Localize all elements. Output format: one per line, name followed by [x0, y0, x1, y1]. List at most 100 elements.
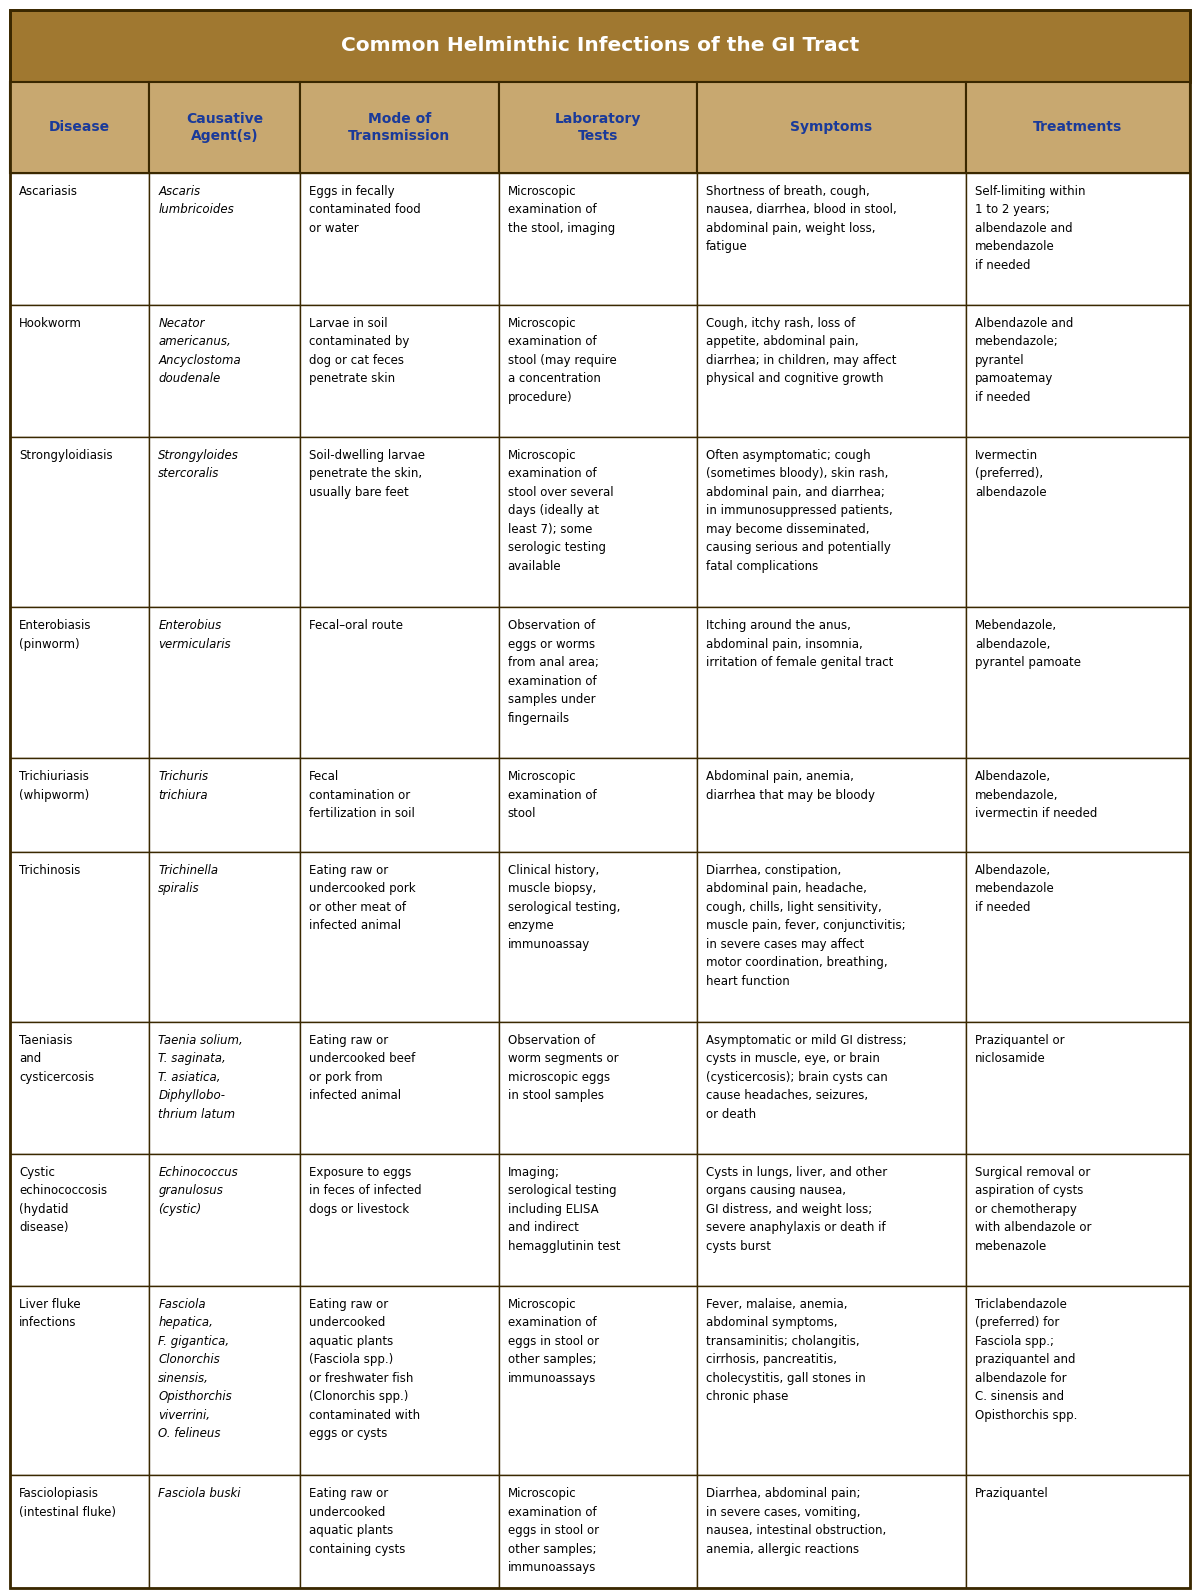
Bar: [498, 1475, 697, 1588]
Text: Echinococcus
granulosus
(cystic): Echinococcus granulosus (cystic): [158, 1166, 238, 1215]
Text: Fecal–oral route: Fecal–oral route: [310, 620, 403, 632]
Bar: [10, 304, 149, 436]
Text: Albendazole and
mebendazole;
pyrantel
pamoatemay
if needed: Albendazole and mebendazole; pyrantel pa…: [974, 317, 1073, 403]
Text: Strongyloidiasis: Strongyloidiasis: [19, 449, 113, 462]
Text: Abdominal pain, anemia,
diarrhea that may be bloody: Abdominal pain, anemia, diarrhea that ma…: [706, 769, 875, 801]
Text: Trichuris
trichiura: Trichuris trichiura: [158, 769, 209, 801]
Bar: [498, 174, 697, 304]
Bar: [498, 1023, 697, 1153]
Text: Ascaris
lumbricoides: Ascaris lumbricoides: [158, 185, 234, 217]
Bar: [300, 174, 498, 304]
Text: Liver fluke
infections: Liver fluke infections: [19, 1298, 80, 1329]
Text: Ivermectin
(preferred),
albendazole: Ivermectin (preferred), albendazole: [974, 449, 1046, 499]
Bar: [697, 1286, 966, 1475]
Text: Microscopic
examination of
eggs in stool or
other samples;
immunoassays: Microscopic examination of eggs in stool…: [508, 1298, 599, 1384]
Text: Trichinosis: Trichinosis: [19, 863, 80, 876]
Bar: [966, 852, 1190, 1023]
Bar: [697, 436, 966, 607]
Text: Surgical removal or
aspiration of cysts
or chemotherapy
with albendazole or
mebe: Surgical removal or aspiration of cysts …: [974, 1166, 1091, 1252]
Text: Shortness of breath, cough,
nausea, diarrhea, blood in stool,
abdominal pain, we: Shortness of breath, cough, nausea, diar…: [706, 185, 896, 253]
Text: Mebendazole,
albendazole,
pyrantel pamoate: Mebendazole, albendazole, pyrantel pamoa…: [974, 620, 1081, 669]
Bar: [697, 852, 966, 1023]
Bar: [697, 607, 966, 758]
Bar: [10, 436, 149, 607]
Text: Observation of
worm segments or
microscopic eggs
in stool samples: Observation of worm segments or microsco…: [508, 1034, 618, 1102]
Text: Microscopic
examination of
eggs in stool or
other samples;
immunoassays: Microscopic examination of eggs in stool…: [508, 1488, 599, 1574]
Text: Trichinella
spiralis: Trichinella spiralis: [158, 863, 218, 895]
Bar: [10, 607, 149, 758]
Text: Imaging;
serological testing
including ELISA
and indirect
hemagglutinin test: Imaging; serological testing including E…: [508, 1166, 620, 1252]
Bar: [498, 81, 697, 174]
Text: Taenia solium,
T. saginata,
T. asiatica,
Diphyllobo-
thrium latum: Taenia solium, T. saginata, T. asiatica,…: [158, 1034, 242, 1121]
Text: Often asymptomatic; cough
(sometimes bloody), skin rash,
abdominal pain, and dia: Often asymptomatic; cough (sometimes blo…: [706, 449, 893, 572]
Bar: [498, 1153, 697, 1286]
Bar: [697, 1475, 966, 1588]
Bar: [149, 758, 300, 852]
Text: Observation of
eggs or worms
from anal area;
examination of
samples under
finger: Observation of eggs or worms from anal a…: [508, 620, 599, 725]
Text: Fecal
contamination or
fertilization in soil: Fecal contamination or fertilization in …: [310, 769, 415, 820]
Bar: [498, 607, 697, 758]
Text: Albendazole,
mebendazole
if needed: Albendazole, mebendazole if needed: [974, 863, 1055, 914]
Text: Diarrhea, constipation,
abdominal pain, headache,
cough, chills, light sensitivi: Diarrhea, constipation, abdominal pain, …: [706, 863, 905, 988]
Bar: [300, 436, 498, 607]
Text: Microscopic
examination of
stool (may require
a concentration
procedure): Microscopic examination of stool (may re…: [508, 317, 617, 403]
Bar: [10, 1153, 149, 1286]
Text: Symptoms: Symptoms: [791, 119, 872, 134]
Bar: [10, 1475, 149, 1588]
Bar: [966, 174, 1190, 304]
Bar: [697, 81, 966, 174]
Bar: [10, 758, 149, 852]
Bar: [10, 1286, 149, 1475]
Bar: [149, 304, 300, 436]
Bar: [149, 1475, 300, 1588]
Text: Triclabendazole
(preferred) for
Fasciola spp.;
praziquantel and
albendazole for
: Triclabendazole (preferred) for Fasciola…: [974, 1298, 1078, 1423]
Bar: [149, 1153, 300, 1286]
Bar: [10, 174, 149, 304]
Bar: [300, 607, 498, 758]
Text: Laboratory
Tests: Laboratory Tests: [554, 112, 641, 143]
Bar: [966, 1023, 1190, 1153]
Text: Enterobiasis
(pinworm): Enterobiasis (pinworm): [19, 620, 91, 650]
Text: Itching around the anus,
abdominal pain, insomnia,
irritation of female genital : Itching around the anus, abdominal pain,…: [706, 620, 893, 669]
Text: Necator
americanus,
Ancyclostoma
doudenale: Necator americanus, Ancyclostoma doudena…: [158, 317, 241, 386]
Bar: [966, 758, 1190, 852]
Bar: [697, 1023, 966, 1153]
Bar: [966, 304, 1190, 436]
Text: Eating raw or
undercooked
aquatic plants
(Fasciola spp.)
or freshwater fish
(Clo: Eating raw or undercooked aquatic plants…: [310, 1298, 420, 1440]
Text: Disease: Disease: [49, 119, 110, 134]
Text: Eating raw or
undercooked beef
or pork from
infected animal: Eating raw or undercooked beef or pork f…: [310, 1034, 415, 1102]
Bar: [300, 758, 498, 852]
Bar: [149, 1286, 300, 1475]
Bar: [300, 304, 498, 436]
Bar: [498, 758, 697, 852]
Text: Praziquantel or
niclosamide: Praziquantel or niclosamide: [974, 1034, 1064, 1066]
Text: Eggs in fecally
contaminated food
or water: Eggs in fecally contaminated food or wat…: [310, 185, 421, 234]
Text: Microscopic
examination of
stool over several
days (ideally at
least 7); some
se: Microscopic examination of stool over se…: [508, 449, 613, 572]
Bar: [149, 436, 300, 607]
Text: Cough, itchy rash, loss of
appetite, abdominal pain,
diarrhea; in children, may : Cough, itchy rash, loss of appetite, abd…: [706, 317, 896, 386]
Text: Cysts in lungs, liver, and other
organs causing nausea,
GI distress, and weight : Cysts in lungs, liver, and other organs …: [706, 1166, 887, 1252]
Text: Asymptomatic or mild GI distress;
cysts in muscle, eye, or brain
(cysticercosis): Asymptomatic or mild GI distress; cysts …: [706, 1034, 906, 1121]
Text: Praziquantel: Praziquantel: [974, 1488, 1049, 1501]
Bar: [697, 304, 966, 436]
Bar: [10, 1023, 149, 1153]
Bar: [697, 174, 966, 304]
Text: Soil-dwelling larvae
penetrate the skin,
usually bare feet: Soil-dwelling larvae penetrate the skin,…: [310, 449, 425, 499]
Bar: [966, 607, 1190, 758]
Text: Fasciola
hepatica,
F. gigantica,
Clonorchis
sinensis,
Opisthorchis
viverrini,
O.: Fasciola hepatica, F. gigantica, Clonorc…: [158, 1298, 232, 1440]
Bar: [697, 758, 966, 852]
Text: Taeniasis
and
cysticercosis: Taeniasis and cysticercosis: [19, 1034, 94, 1083]
Text: Treatments: Treatments: [1033, 119, 1122, 134]
Bar: [300, 81, 498, 174]
Bar: [966, 1153, 1190, 1286]
Text: Common Helminthic Infections of the GI Tract: Common Helminthic Infections of the GI T…: [341, 37, 859, 56]
Bar: [149, 81, 300, 174]
Bar: [498, 436, 697, 607]
Bar: [10, 81, 149, 174]
Bar: [498, 852, 697, 1023]
Text: Enterobius
vermicularis: Enterobius vermicularis: [158, 620, 230, 650]
Bar: [149, 1023, 300, 1153]
Bar: [966, 81, 1190, 174]
Bar: [10, 10, 1190, 81]
Bar: [966, 1286, 1190, 1475]
